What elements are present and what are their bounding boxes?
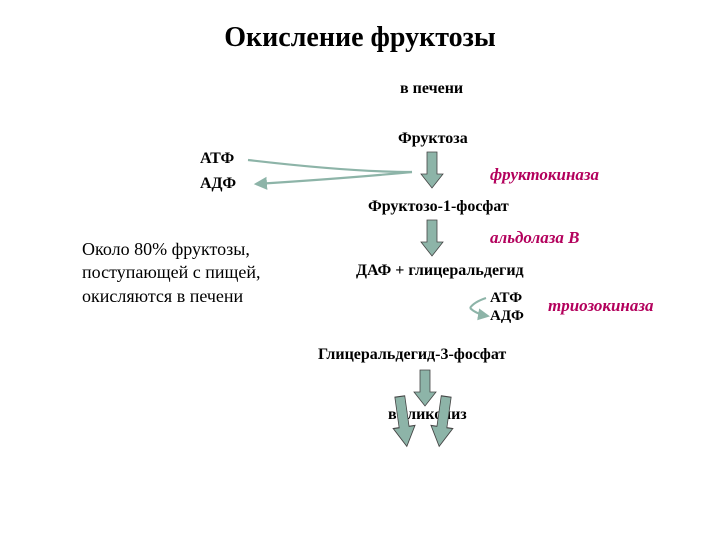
flow-arrows bbox=[0, 0, 720, 540]
curve-adp-out-1 bbox=[256, 172, 412, 184]
curve-atp-in-1 bbox=[248, 160, 412, 172]
arrow-g3p-to-glycolysis bbox=[414, 370, 436, 406]
curve-adp-out-2 bbox=[470, 308, 488, 316]
arrow-f1p-to-dafga bbox=[421, 220, 443, 256]
curve-atp-in-2 bbox=[470, 298, 486, 308]
arrow-ga-to-g3p bbox=[428, 395, 457, 448]
arrow-fructose-to-f1p bbox=[421, 152, 443, 188]
arrow-daf-to-g3p bbox=[389, 395, 418, 448]
